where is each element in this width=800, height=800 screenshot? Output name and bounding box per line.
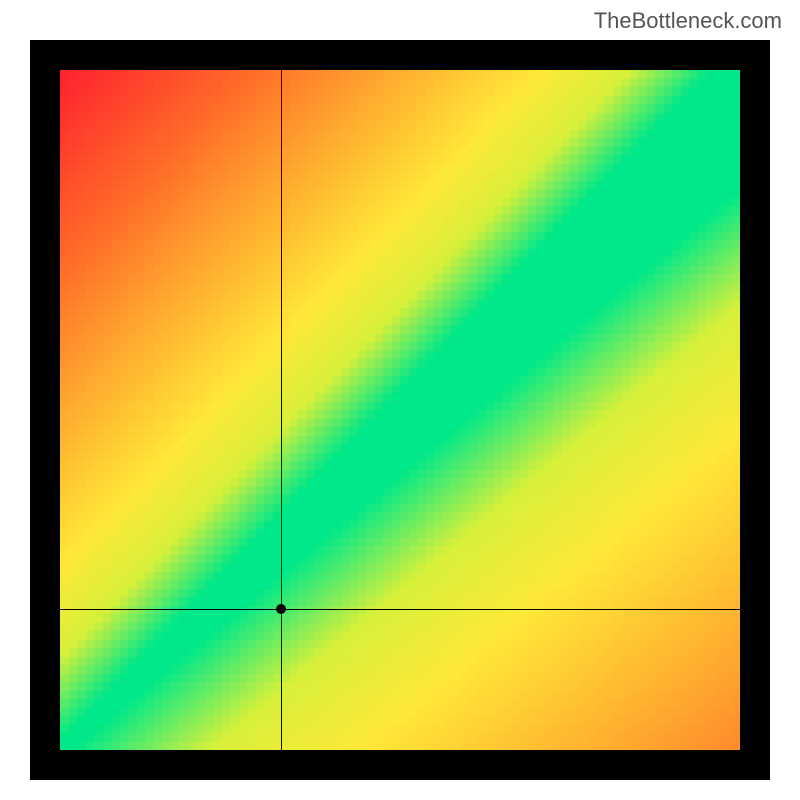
plot-area [30, 40, 770, 780]
chart-container: TheBottleneck.com [0, 0, 800, 800]
crosshair-marker [276, 604, 286, 614]
watermark-text: TheBottleneck.com [594, 8, 782, 34]
crosshair-vertical [281, 70, 282, 750]
crosshair-horizontal [60, 609, 740, 610]
heatmap-canvas [60, 70, 740, 750]
